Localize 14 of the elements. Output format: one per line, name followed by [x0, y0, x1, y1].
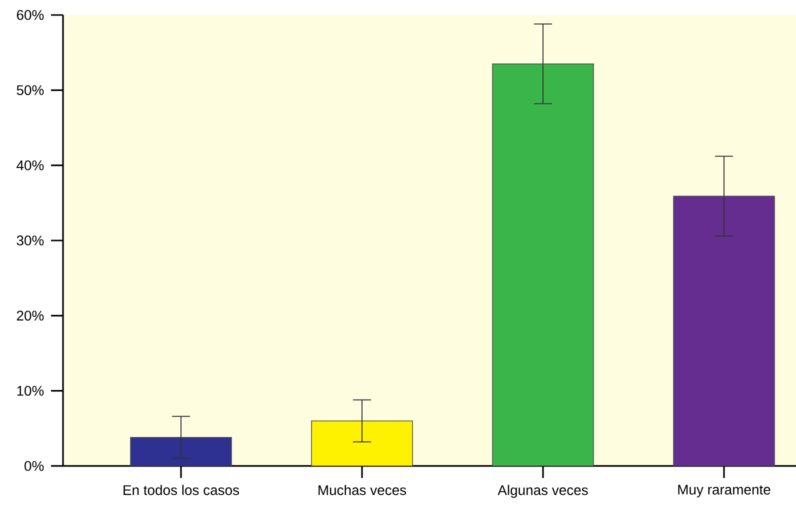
- x-tick-label: Muy raramente: [678, 484, 770, 498]
- x-tick-label: Algunas veces: [498, 484, 588, 498]
- y-tick-label: 30%: [16, 236, 44, 246]
- y-tick-label: 10%: [17, 386, 44, 396]
- y-tick-label: 60%: [16, 10, 44, 20]
- bar: [492, 63, 594, 466]
- y-tick-label: 40%: [16, 160, 44, 170]
- x-tick-label: En todos los casos: [124, 484, 240, 496]
- y-tick-label: 50%: [16, 85, 44, 96]
- y-tick-label: 0%: [24, 461, 44, 471]
- bar: [130, 437, 232, 466]
- x-tick-label: Muchas veces: [318, 484, 406, 496]
- y-tick-label: 20%: [16, 310, 44, 321]
- bar: [311, 420, 413, 466]
